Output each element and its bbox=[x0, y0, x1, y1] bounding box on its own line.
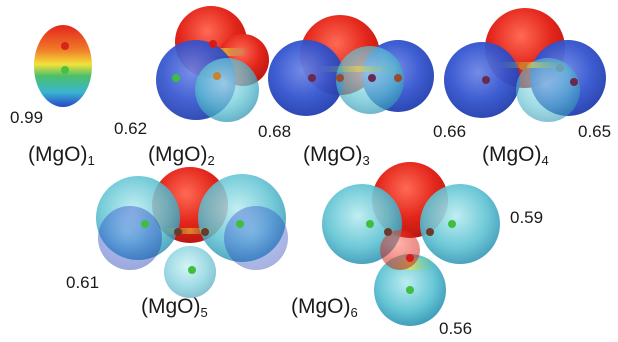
oxygen-atom bbox=[236, 220, 244, 228]
magnesium-atom bbox=[141, 220, 149, 228]
oxygen-atom bbox=[174, 228, 182, 236]
value-mgo-5: 0.61 bbox=[66, 273, 100, 292]
value-mgo-3: 0.68 bbox=[258, 122, 292, 141]
oxygen-atom bbox=[406, 254, 414, 262]
cluster-label-mgo-3: (MgO)3 bbox=[303, 143, 370, 168]
magnesium-atom bbox=[482, 76, 490, 84]
oxygen-atom bbox=[336, 74, 344, 82]
esp-surface-mgo-4 bbox=[444, 8, 606, 122]
value-mgo-6-bottom: 0.56 bbox=[439, 319, 473, 338]
magnesium-atom bbox=[406, 286, 414, 294]
esp-surface-mgo-5 bbox=[96, 167, 288, 298]
value-mgo-1: 0.99 bbox=[10, 108, 44, 127]
value-mgo-2: 0.62 bbox=[114, 119, 148, 138]
oxygen-atom bbox=[519, 62, 527, 70]
oxygen-atom bbox=[394, 74, 402, 82]
magnesium-atom bbox=[213, 72, 221, 80]
magnesium-atom bbox=[366, 220, 374, 228]
magnesium-atom bbox=[201, 228, 209, 236]
oxygen-atom bbox=[209, 40, 217, 48]
magnesium-atom bbox=[61, 66, 69, 74]
oxygen-atom bbox=[61, 42, 69, 50]
esp-surface-mgo-3 bbox=[268, 15, 434, 116]
oxygen-atom bbox=[570, 78, 578, 86]
cluster-label-mgo-5: (MgO)5 bbox=[141, 295, 208, 320]
esp-surface-mgo-6 bbox=[322, 162, 500, 326]
esp-surface-mgo-1 bbox=[34, 25, 92, 107]
magnesium-atom bbox=[172, 74, 180, 82]
oxygen-atom bbox=[188, 266, 196, 274]
esp-surface-mgo-2 bbox=[156, 6, 269, 122]
cluster-label-mgo-1: (MgO)1 bbox=[28, 143, 95, 168]
oxygen-atom bbox=[426, 228, 434, 236]
oxygen-atom bbox=[384, 228, 392, 236]
value-mgo-6-right: 0.59 bbox=[510, 208, 544, 227]
value-mgo-4-left: 0.66 bbox=[433, 122, 467, 141]
magnesium-atom bbox=[556, 64, 564, 72]
cluster-label-mgo-4: (MgO)4 bbox=[482, 143, 549, 168]
magnesium-atom bbox=[308, 74, 316, 82]
magnesium-atom bbox=[448, 220, 456, 228]
cluster-label-mgo-2: (MgO)2 bbox=[148, 143, 215, 168]
magnesium-atom bbox=[368, 74, 376, 82]
value-mgo-4-right: 0.65 bbox=[578, 122, 612, 141]
cluster-label-mgo-6: (MgO)6 bbox=[291, 295, 358, 320]
